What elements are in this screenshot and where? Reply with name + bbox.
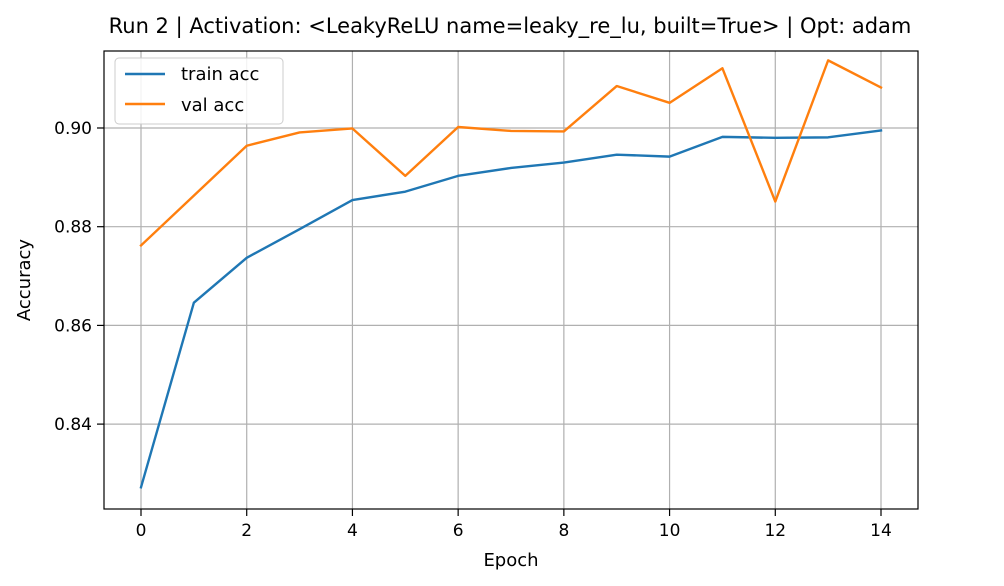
y-tick-label: 0.84 xyxy=(54,415,92,435)
x-tick-label: 2 xyxy=(241,521,252,541)
x-tick-label: 0 xyxy=(136,521,147,541)
chart-title: Run 2 | Activation: <LeakyReLU name=leak… xyxy=(109,14,912,39)
x-tick-label: 10 xyxy=(659,521,681,541)
y-tick-label: 0.86 xyxy=(54,316,92,336)
x-axis-label: Epoch xyxy=(483,550,538,571)
legend: train acc val acc xyxy=(114,57,284,125)
x-tick-label: 14 xyxy=(870,521,892,541)
y-axis-label: Accuracy xyxy=(14,239,35,322)
x-tick-label: 6 xyxy=(453,521,464,541)
plot-frame xyxy=(103,50,919,510)
legend-label-train-acc: train acc xyxy=(181,64,259,85)
y-axis-ticks: 0.84 0.86 0.88 0.90 xyxy=(54,119,104,435)
x-tick-label: 4 xyxy=(347,521,358,541)
x-tick-label: 12 xyxy=(764,521,786,541)
x-axis-ticks: 0 2 4 6 8 10 12 14 xyxy=(136,509,892,541)
series-line-train-acc xyxy=(139,129,883,489)
legend-label-val-acc: val acc xyxy=(181,95,244,116)
x-tick-label: 8 xyxy=(558,521,569,541)
series-line-val-acc xyxy=(139,59,883,248)
series-lines xyxy=(139,59,883,489)
y-tick-label: 0.90 xyxy=(54,119,92,139)
y-tick-label: 0.88 xyxy=(54,218,92,238)
